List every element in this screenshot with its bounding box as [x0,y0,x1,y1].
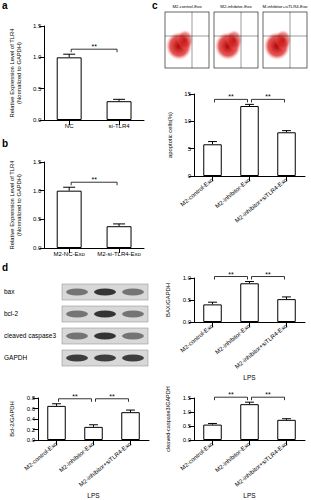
svg-text:0.4: 0.4 [27,416,36,422]
svg-text:1.0: 1.0 [183,409,192,415]
svg-text:M2-inhibitor+siTLR4-Exo: M2-inhibitor+siTLR4-Exo [78,440,133,488]
svg-text:Relative Expression Level of T: Relative Expression Level of TLR4 [9,160,15,250]
svg-text:0.5: 0.5 [33,86,42,92]
svg-text:15: 15 [184,91,191,97]
svg-text:0.8: 0.8 [27,395,36,401]
svg-text:0.0: 0.0 [27,437,36,443]
svg-text:M-inhibitor+siTLR4-Exo: M-inhibitor+siTLR4-Exo [262,4,308,9]
svg-text:**: ** [72,393,78,400]
svg-text:M2-inhibitor-Exo: M2-inhibitor-Exo [220,4,252,9]
svg-text:0.0: 0.0 [183,437,192,443]
svg-text:M2-control-Exo: M2-control-Exo [23,440,59,471]
svg-text:10: 10 [184,118,191,124]
svg-text:**: ** [265,391,271,398]
svg-text:cleaved-caspase3/GAPDH: cleaved-caspase3/GAPDH [165,386,171,451]
html-text:a: a [2,0,8,11]
svg-text:NC: NC [65,123,74,129]
svg-text:(Normalized to GAPDH): (Normalized to GAPDH) [16,42,22,104]
svg-text:0.6: 0.6 [27,406,36,412]
svg-text:5: 5 [188,146,192,152]
svg-text:LPS: LPS [243,374,256,381]
html-text:b: b [2,138,9,149]
svg-text:LPS: LPS [243,492,256,499]
svg-text:**: ** [265,93,271,100]
svg-text:1.5: 1.5 [33,159,42,165]
svg-text:0.0: 0.0 [33,117,42,123]
svg-text:M2-inhibitor-Exo: M2-inhibitor-Exo [214,322,252,355]
svg-text:0.0: 0.0 [183,319,192,325]
svg-text:M2-control-Exo: M2-control-Exo [179,176,215,207]
svg-text:**: ** [91,43,97,50]
svg-text:0.5: 0.5 [33,216,42,222]
svg-text:0.2: 0.2 [27,427,36,433]
svg-text:M2-NC-Exo: M2-NC-Exo [54,251,86,257]
svg-text:BAX/GAPDH: BAX/GAPDH [165,283,171,317]
svg-text:M2-inhibitor+siTLR4-Exo: M2-inhibitor+siTLR4-Exo [234,176,289,224]
svg-text:LPS: LPS [87,492,100,499]
svg-text:M2-inhibitor+siTLR4-Exo: M2-inhibitor+siTLR4-Exo [234,440,289,488]
html-text:c: c [152,0,158,11]
svg-text:Bcl-2/GAPDH: Bcl-2/GAPDH [9,401,15,436]
svg-text:M2-inhibitor-Exo: M2-inhibitor-Exo [58,440,96,473]
svg-text:1.0: 1.0 [33,188,42,194]
svg-text:0: 0 [188,173,192,179]
svg-text:0.5: 0.5 [183,297,192,303]
svg-text:1.0: 1.0 [33,54,42,60]
svg-text:0.5: 0.5 [183,423,192,429]
svg-text:**: ** [265,271,271,278]
svg-text:(Normalized to GAPDH): (Normalized to GAPDH) [16,174,22,236]
svg-text:M2-control-Exo: M2-control-Exo [172,4,202,9]
svg-text:**: ** [228,391,234,398]
svg-text:**: ** [228,93,234,100]
svg-text:M2-inhibitor+siTLR4-Exo: M2-inhibitor+siTLR4-Exo [234,322,289,370]
html-text:d: d [2,262,9,273]
svg-text:bax: bax [4,288,15,295]
svg-text:M2-control-Exo: M2-control-Exo [179,322,215,353]
svg-text:1.5: 1.5 [183,395,192,401]
svg-text:**: ** [109,393,115,400]
svg-text:Relative Expression Level of T: Relative Expression Level of TLR4 [9,28,15,118]
svg-text:M2-si-TLR4-Exo: M2-si-TLR4-Exo [97,251,141,257]
svg-text:1.5: 1.5 [33,23,42,29]
svg-text:0.0: 0.0 [33,245,42,251]
svg-text:**: ** [228,271,234,278]
svg-text:cleaved caspase3: cleaved caspase3 [4,332,56,340]
svg-text:M2-inhibitor-Exo: M2-inhibitor-Exo [214,176,252,209]
svg-text:bcl-2: bcl-2 [4,310,18,317]
svg-text:GAPDH: GAPDH [4,354,27,361]
svg-text:M2-inhibitor-Exo: M2-inhibitor-Exo [214,440,252,473]
svg-text:apoptotic cells(%): apoptotic cells(%) [167,112,173,158]
svg-text:M2-control-Exo: M2-control-Exo [179,440,215,471]
svg-text:**: ** [91,176,97,183]
svg-text:1.0: 1.0 [183,275,192,281]
svg-text:si-TLR4: si-TLR4 [109,123,131,129]
